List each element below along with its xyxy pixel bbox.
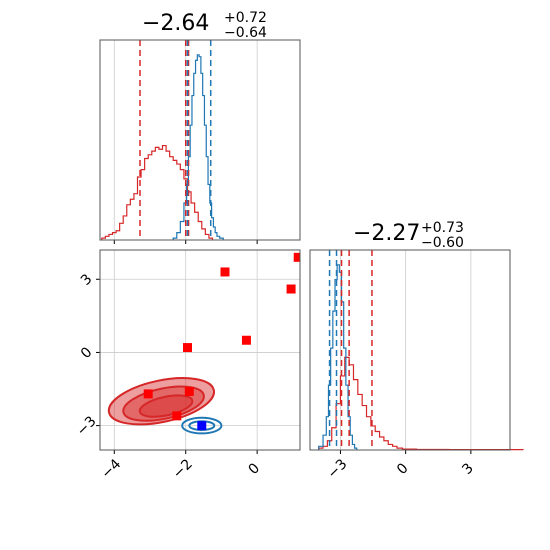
scatter-marker [184,386,194,396]
scatter-ytick-label: −3 [74,413,100,439]
scatter-xtick-label: −4 [99,456,125,482]
scatter-xtick-label: 0 [246,460,264,478]
panel-title-y-sub: −0.60 [421,235,464,251]
panel-title-y-sup: +0.73 [421,220,464,236]
hist-x-frame [99,39,301,241]
scatter-plot-area [100,250,300,450]
scatter-frame [99,249,301,451]
scatter-marker [293,252,300,262]
hist-y-frame [309,249,511,451]
scatter-xtick-label: −2 [170,456,196,482]
scatter-ytick-label: 0 [78,344,96,362]
scatter-marker [220,267,230,277]
panel-title-x-base: −2.64 [142,11,209,36]
hist-y-xtick-label: −3 [325,456,351,482]
scatter-marker [241,335,251,345]
scatter-marker [197,421,207,431]
panel-title-x-sup: +0.72 [224,10,267,26]
scatter-marker [143,389,153,399]
scatter-marker [286,284,296,294]
scatter-marker [172,411,182,421]
hist-y-series-0-hist [318,356,524,451]
scatter-marker [183,343,192,353]
scatter-contour [181,416,223,435]
hist-y-series-1-hist [318,264,358,450]
panel-title-x-sub: −0.64 [224,25,267,41]
hist-x-series-0-hist [101,144,214,240]
histogram-panel-x: −2.64 +0.72 −0.64 [99,10,301,244]
histogram-panel-y: −2.27 +0.73 −0.60 −3 0 3 [309,220,524,482]
scatter-ytick-label: 3 [78,271,96,289]
hist-y-xtick-label: 0 [394,460,412,478]
hist-y-xtick-label: 3 [459,460,477,478]
scatter-panel: −4 −2 0 3 0 −3 [74,249,301,482]
panel-title-y-base: −2.27 [353,221,420,246]
